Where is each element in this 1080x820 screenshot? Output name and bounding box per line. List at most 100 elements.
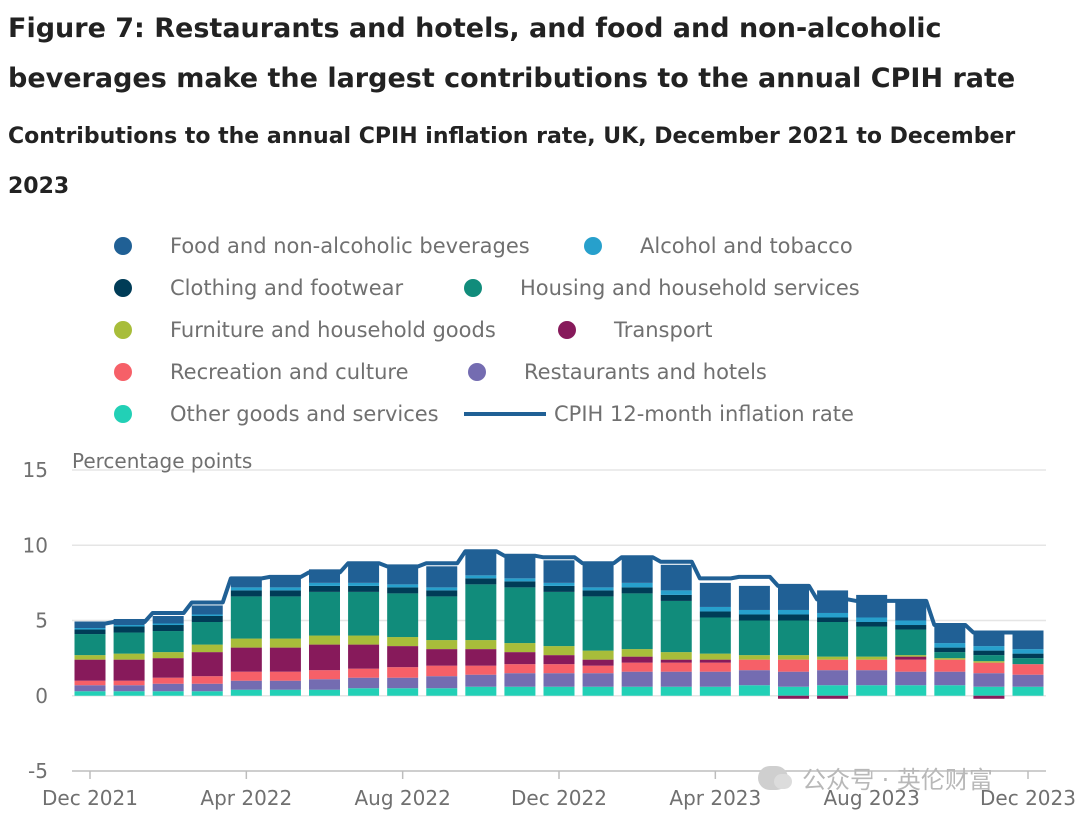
- bar-segment-food: [738, 585, 770, 610]
- bar-segment-clothing: [191, 615, 223, 623]
- legend-label-alcohol: Alcohol and tobacco: [640, 234, 853, 258]
- bar-segment-housing: [152, 631, 184, 653]
- bar-segment-food: [582, 563, 614, 588]
- legend-item-clothing[interactable]: Clothing and footwear: [114, 268, 403, 308]
- legend-item-cpih-line[interactable]: CPIH 12-month inflation rate: [464, 394, 854, 434]
- legend-label-clothing: Clothing and footwear: [170, 276, 404, 300]
- legend-label-restaurants: Restaurants and hotels: [524, 360, 767, 384]
- bar-segment-other: [699, 686, 731, 696]
- bar-segment-housing: [465, 584, 497, 641]
- bar-segment-restaurants: [856, 670, 888, 686]
- wechat-icon: [758, 765, 792, 790]
- bar-segment-alcohol: [582, 587, 614, 591]
- bar-segment-food: [895, 599, 927, 621]
- bar-segment-alcohol: [856, 617, 888, 623]
- x-axis: Dec 2021 Apr 2022 Aug 2022 Dec 2022 Apr 2023…: [42, 770, 1076, 810]
- bar-segment-recreation: [973, 662, 1005, 674]
- legend-item-other[interactable]: Other goods and services: [114, 394, 439, 434]
- bar-segment-housing: [309, 591, 340, 636]
- legend-item-restaurants[interactable]: Restaurants and hotels: [468, 352, 767, 392]
- bar-segment-restaurants: [699, 671, 731, 687]
- bar-segment-furniture: [465, 640, 497, 650]
- legend-item-furniture[interactable]: Furniture and household goods: [114, 310, 496, 350]
- legend-label-other: Other goods and services: [170, 402, 439, 426]
- bar-segment-clothing: [230, 590, 262, 597]
- legend-item-alcohol[interactable]: Alcohol and tobacco: [584, 226, 853, 266]
- bar-segment-restaurants: [426, 676, 458, 689]
- bar-segment-food: [660, 564, 692, 591]
- bar-segment-furniture: [504, 643, 536, 653]
- bar-segment-recreation: [778, 659, 809, 672]
- legend-swatch-alcohol: [584, 237, 602, 255]
- bar-segment-alcohol: [152, 623, 184, 626]
- bar-segment-alcohol: [309, 582, 340, 586]
- legend-item-recreation[interactable]: Recreation and culture: [114, 352, 409, 392]
- bar-segment-alcohol: [465, 575, 497, 579]
- bar-segment-housing: [660, 600, 692, 653]
- bar-segment-transport: [387, 646, 419, 668]
- cpih-inflation-line: [74, 549, 1044, 635]
- legend-item-housing[interactable]: Housing and household services: [464, 268, 860, 308]
- bar-segment-housing: [230, 596, 262, 639]
- bar-segment-housing: [582, 596, 614, 651]
- bar-segment-alcohol: [191, 614, 223, 616]
- bar-segment-food: [387, 564, 419, 585]
- figure-title: Figure 7: Restaurants and hotels, and fo…: [8, 13, 1016, 94]
- bar-segment-recreation: [621, 662, 653, 672]
- x-tick-label: Aug 2022: [355, 786, 451, 810]
- bar-segment-restaurants: [738, 670, 770, 686]
- legend-swatch-cpih-line: [464, 412, 546, 416]
- bar-segment-recreation: [269, 671, 301, 681]
- bar-segment-furniture: [738, 655, 770, 660]
- bar-segment-other: [543, 686, 575, 696]
- legend-swatch-other: [114, 405, 132, 423]
- bar-segment-other: [934, 685, 966, 696]
- bar-segment-housing: [504, 587, 536, 644]
- bar-segment-other: [387, 688, 419, 696]
- bar-segment-other: [504, 686, 536, 696]
- bar-segment-clothing: [660, 594, 692, 601]
- bar-segment-other: [856, 685, 888, 696]
- bar-segment-furniture: [387, 637, 419, 647]
- bar-segment-other: [230, 689, 262, 696]
- bar-segment-furniture: [582, 650, 614, 660]
- bar-segment-restaurants: [269, 680, 301, 690]
- bar-segment-recreation: [543, 664, 575, 674]
- bar-segment-food: [699, 582, 731, 607]
- bar-segment-recreation: [660, 662, 692, 672]
- bar-segment-clothing: [504, 581, 536, 588]
- bar-segment-furniture: [113, 653, 145, 660]
- legend-label-food: Food and non-alcoholic beverages: [170, 234, 530, 258]
- bar-segment-restaurants: [973, 673, 1005, 687]
- legend-item-transport[interactable]: Transport: [558, 310, 713, 350]
- bar-segment-other: [817, 685, 849, 696]
- bar-segment-transport: [230, 647, 262, 672]
- bar-segment-restaurants: [230, 680, 262, 690]
- bar-segment-transport: [895, 656, 927, 660]
- bar-segment-clothing: [269, 590, 301, 597]
- bar-segment-clothing: [582, 590, 614, 597]
- bar-segment-restaurants: [660, 671, 692, 687]
- bar-segment-clothing: [387, 587, 419, 594]
- bar-segment-restaurants: [543, 673, 575, 687]
- x-tick-label: Dec 2021: [42, 786, 138, 810]
- bar-segment-other: [269, 689, 301, 696]
- bar-segment-furniture: [817, 656, 849, 660]
- bar-segment-restaurants: [465, 674, 497, 687]
- bar-segment-recreation: [387, 667, 419, 678]
- bar-segment-housing: [1012, 658, 1044, 665]
- bar-segment-clothing: [973, 650, 1005, 656]
- bar-segment-clothing: [817, 617, 849, 623]
- bar-segment-food: [621, 555, 653, 583]
- bar-segment-recreation: [504, 664, 536, 674]
- legend-swatch-housing: [464, 279, 482, 297]
- bar-segment-housing: [699, 617, 731, 654]
- bar-segment-furniture: [74, 655, 106, 660]
- bar-segment-alcohol: [348, 582, 380, 586]
- bar-segment-transport: [699, 659, 731, 663]
- bar-segment-clothing: [309, 585, 340, 592]
- bar-segment-food: [230, 576, 262, 588]
- legend-item-food[interactable]: Food and non-alcoholic beverages: [114, 226, 530, 266]
- bar-segment-transport: [309, 644, 340, 671]
- bar-segment-alcohol: [543, 582, 575, 586]
